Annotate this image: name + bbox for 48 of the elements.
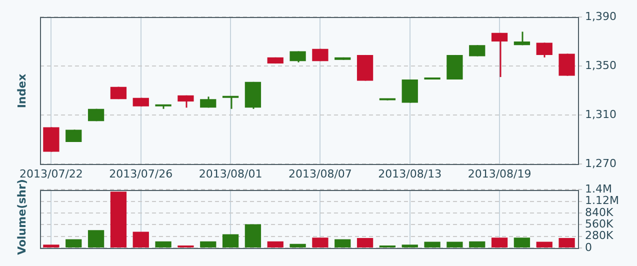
candlestick: [514, 30, 530, 46]
x-tick-label: 2013/07/26: [109, 167, 173, 180]
y-tick-label: 1,390: [585, 10, 616, 23]
bar: [491, 238, 508, 248]
x-tick-label: 2013/08/01: [198, 167, 262, 180]
y-axis-title: Volume(shr): [16, 179, 28, 255]
bar: [66, 239, 82, 248]
bar: [290, 244, 306, 248]
bar: [469, 241, 486, 248]
bar: [244, 224, 262, 248]
bar: [267, 241, 284, 248]
y-tick-label: 1.4M: [585, 182, 612, 196]
bar: [200, 241, 216, 248]
y-tick-label: 840K: [585, 206, 614, 219]
bar: [222, 234, 239, 248]
bar: [155, 241, 172, 248]
x-tick-label: 2013/08/13: [378, 167, 442, 180]
candlestick: [402, 78, 418, 104]
y-tick-label: 1,350: [585, 58, 616, 72]
bar: [424, 242, 440, 248]
bar: [132, 232, 149, 248]
x-tick-label: 2013/08/07: [288, 167, 352, 180]
bar: [88, 230, 104, 248]
bar: [334, 239, 351, 248]
bar: [446, 242, 463, 248]
y-tick-label: 280K: [585, 229, 614, 242]
y-tick-label: 1.12M: [585, 194, 619, 208]
candlestick: [536, 42, 552, 58]
y-axis-title: Index: [16, 73, 28, 108]
bar: [514, 238, 530, 248]
y-tick-label: 560K: [585, 218, 614, 230]
bar: [43, 244, 60, 248]
y-tick-label: 1,270: [585, 156, 616, 170]
y-tick-label: 1,310: [585, 108, 616, 121]
candlestick: [222, 96, 239, 110]
x-tick-label: 2013/07/22: [20, 167, 83, 180]
candlestick: [178, 94, 194, 108]
bar: [312, 238, 328, 248]
candlestick: [491, 32, 508, 78]
bar: [536, 242, 552, 248]
y-tick-label: 0: [585, 240, 592, 254]
x-tick-label: 2013/08/19: [468, 167, 532, 180]
candlestick: [558, 53, 575, 77]
bar: [110, 192, 127, 248]
bar: [402, 244, 418, 248]
candlestick: [66, 128, 82, 143]
bar: [558, 238, 575, 248]
bar: [356, 238, 374, 248]
